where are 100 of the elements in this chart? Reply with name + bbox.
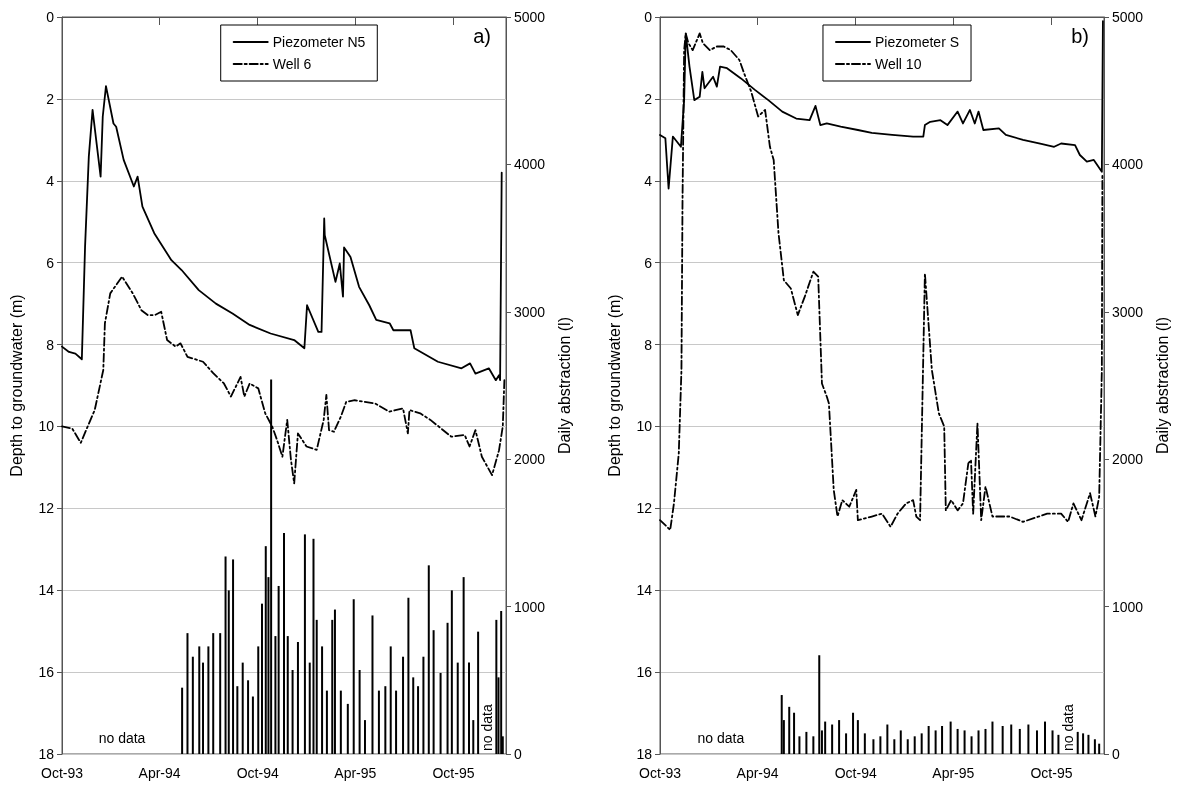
bar — [963, 730, 966, 754]
bar — [219, 633, 222, 754]
legend-label: Well 10 — [874, 56, 922, 72]
y-tick-label: 12 — [635, 500, 652, 517]
bar — [202, 662, 205, 754]
bar — [1056, 734, 1059, 754]
bar — [990, 721, 993, 754]
bar — [913, 736, 916, 754]
y2-tick-label: 5000 — [1111, 9, 1143, 25]
bar — [274, 636, 277, 754]
bar — [1026, 724, 1029, 754]
bar — [261, 603, 264, 754]
y-tick-label: 10 — [38, 418, 55, 435]
bar — [1051, 730, 1054, 754]
bar — [321, 646, 324, 754]
bar — [422, 656, 425, 754]
annotation: no data — [697, 730, 744, 746]
bar — [851, 712, 854, 754]
bar — [283, 532, 285, 754]
bar — [1018, 728, 1021, 754]
legend-label: Piezometer S — [874, 34, 959, 50]
bar — [389, 646, 392, 754]
y-tick-label: 2 — [643, 90, 652, 107]
bar — [920, 733, 923, 754]
bar — [856, 720, 859, 754]
x-tick-label: Oct-93 — [40, 765, 84, 781]
legend-label: Piezometer N5 — [272, 34, 366, 50]
bar — [358, 669, 361, 754]
bar — [780, 695, 783, 754]
bar — [1009, 724, 1012, 754]
bar — [303, 534, 306, 754]
bar — [212, 633, 215, 754]
x-tick-label: Apr-94 — [138, 765, 181, 781]
x-tick-label: Apr-95 — [931, 765, 975, 781]
bar — [1076, 731, 1079, 754]
y-tick-label: 10 — [635, 418, 652, 435]
y-tick-label: 16 — [38, 664, 55, 681]
x-tick-label: Oct-94 — [236, 765, 279, 781]
bar — [1097, 743, 1100, 754]
bar — [878, 736, 881, 754]
y2-tick-label: 4000 — [514, 156, 546, 173]
y-tick-label: 16 — [635, 664, 652, 681]
bar — [232, 559, 235, 754]
bar — [432, 630, 435, 754]
y-tick-label: 6 — [46, 254, 55, 271]
bar — [934, 730, 937, 754]
y-tick-label: 14 — [38, 582, 55, 599]
bar — [296, 641, 299, 754]
annotation: no data — [98, 730, 146, 746]
line-series — [61, 85, 503, 382]
chart-title: a) — [473, 25, 492, 47]
bar — [191, 656, 194, 754]
bar — [1043, 721, 1046, 754]
bar — [181, 687, 184, 754]
bar — [1001, 725, 1004, 754]
bar — [450, 590, 453, 754]
bar — [251, 696, 254, 754]
y-axis-title: Depth to groundwater (m) — [7, 294, 25, 477]
bar — [427, 565, 430, 754]
bar — [247, 680, 250, 754]
bar — [352, 599, 355, 754]
bar — [830, 724, 833, 754]
bar — [970, 736, 973, 754]
y-axis-title: Depth to groundwater (m) — [605, 294, 622, 477]
y-tick-label: 4 — [643, 172, 652, 189]
bar — [983, 728, 986, 754]
y2-tick-label: 3000 — [514, 303, 546, 320]
annotation: no data — [479, 704, 496, 751]
bar — [462, 577, 465, 754]
bar — [837, 720, 840, 754]
bar — [977, 730, 980, 754]
bar — [468, 662, 470, 754]
bar — [456, 662, 459, 754]
chart-title: b) — [1070, 25, 1089, 47]
y-tick-label: 0 — [643, 9, 652, 25]
bar — [402, 656, 405, 754]
bar — [472, 720, 475, 754]
bar — [949, 721, 952, 754]
bar — [863, 733, 866, 754]
y-tick-label: 0 — [46, 9, 55, 25]
bar — [927, 725, 930, 754]
bar — [407, 597, 410, 754]
y-tick-label: 12 — [38, 500, 55, 517]
bar — [811, 736, 814, 754]
x-tick-label: Apr-94 — [736, 765, 779, 781]
bar — [792, 712, 795, 754]
y-tick-label: 6 — [643, 254, 652, 271]
bar — [787, 706, 790, 754]
bar — [371, 615, 374, 754]
y2-tick-label: 0 — [514, 746, 522, 762]
bar — [446, 622, 449, 754]
bar — [241, 662, 244, 754]
bar — [339, 690, 342, 754]
bar — [277, 585, 280, 754]
y2-axis-title: Daily abstraction (l) — [555, 317, 573, 454]
y-tick-label: 18 — [38, 746, 55, 762]
bar — [257, 646, 260, 754]
y-tick-label: 2 — [46, 90, 55, 107]
y2-tick-label: 5000 — [514, 9, 546, 25]
bar — [1086, 734, 1089, 754]
